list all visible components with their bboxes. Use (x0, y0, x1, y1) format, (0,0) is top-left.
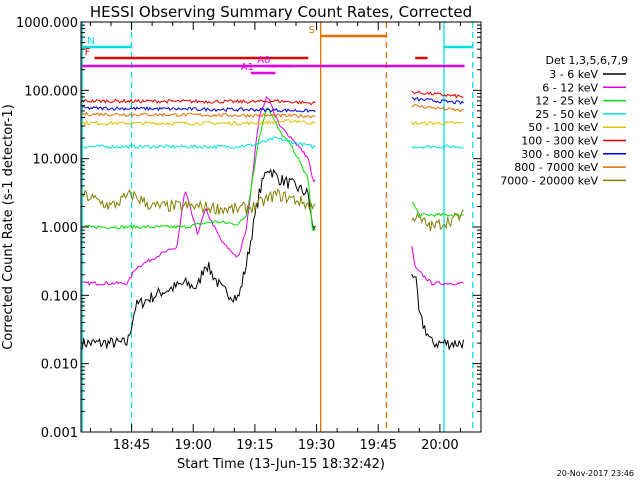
y-axis: 1000.000 100.000 10.000 1.000 0.100 0.010 0.00… (16, 16, 481, 441)
x-tick-label-4: 19:45 (359, 438, 396, 453)
x-axis: 18:45 19:00 19:15 19:30 19:45 20:00 (89, 22, 482, 453)
x-tick-label-2: 19:15 (236, 438, 273, 453)
flag-label-A0: A0 (257, 55, 270, 66)
series-line-8 (82, 188, 464, 232)
series-line-0 (81, 168, 464, 351)
plot-frame (80, 21, 482, 433)
y-tick-label-6: 0.001 (41, 426, 78, 441)
series-line-3 (82, 136, 464, 150)
timestamp-footer: 20-Nov-2017 23:46 (557, 469, 634, 478)
chart-title: HESSI Observing Summary Count Rates, Cor… (90, 3, 472, 21)
legend-label-6: 300 - 800 keV (521, 148, 598, 161)
series-line-1 (82, 96, 464, 286)
flag-label-F: F (85, 47, 91, 58)
flag-label-S: S (309, 25, 315, 36)
y-tick-label-2: 10.000 (33, 153, 79, 168)
y-tick-label-5: 0.010 (41, 358, 78, 373)
series-line-7 (82, 104, 464, 119)
legend-label-3: 25 - 50 keV (535, 108, 598, 121)
x-tick-label-1: 19:00 (174, 438, 211, 453)
y-tick-label-4: 0.100 (41, 289, 78, 304)
x-tick-label-3: 19:30 (298, 438, 335, 453)
legend-label-1: 6 - 12 keV (542, 81, 598, 94)
series-line-6 (82, 97, 464, 113)
legend-label-5: 100 - 300 keV (521, 135, 598, 148)
series-line-2 (81, 106, 464, 232)
x-tick-label-0: 18:45 (113, 438, 150, 453)
flag-label-A1: A1 (241, 62, 254, 73)
series-line-4 (82, 119, 464, 126)
x-axis-label: Start Time (13-Jun-15 18:32:42) (177, 457, 385, 472)
legend-label-7: 800 - 7000 keV (514, 161, 598, 174)
legend-label-0: 3 - 6 keV (549, 68, 598, 81)
flag-label-N: N (87, 36, 94, 47)
legend-label-4: 50 - 100 keV (528, 121, 598, 134)
y-tick-label-1: 100.000 (24, 84, 78, 99)
x-tick-label-5: 20:00 (421, 438, 458, 453)
y-axis-label: Corrected Count Rate (s-1 detector-1) (1, 104, 16, 350)
legend-label-2: 12 - 25 keV (535, 95, 598, 108)
y-tick-label-0: 1000.000 (16, 16, 78, 31)
legend-header: Det 1,3,5,6,7,9 (545, 54, 628, 67)
y-tick-label-3: 1.000 (41, 221, 78, 236)
series-line-5 (81, 90, 464, 106)
legend-label-8: 7000 - 20000 keV (500, 174, 598, 187)
